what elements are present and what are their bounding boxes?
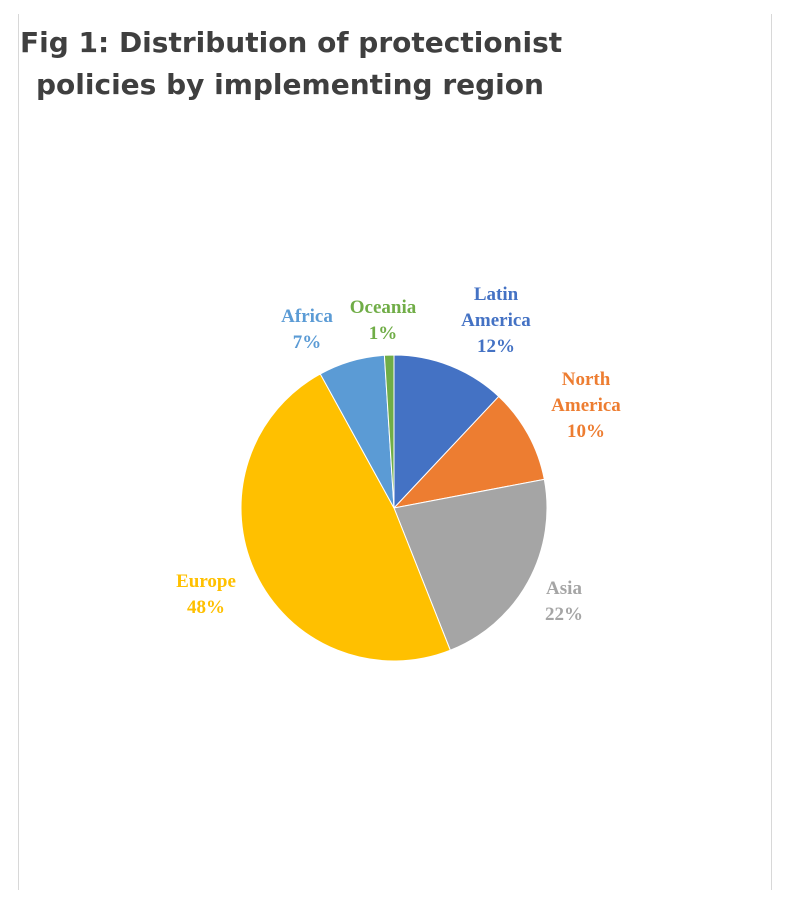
chart-title-line-1: Fig 1: Distribution of protectionist: [20, 26, 563, 59]
data-label-category: Latin: [474, 284, 519, 305]
data-label-europe: Europe 48%: [176, 571, 236, 618]
pie-slice-europe: [240, 373, 451, 662]
data-label-value: 22%: [545, 604, 583, 625]
data-label-value: 48%: [187, 597, 225, 618]
data-label-north-america: North America 10%: [551, 369, 621, 442]
data-label-category: Asia: [546, 578, 582, 599]
data-label-category: America: [461, 310, 531, 331]
data-label-category: America: [551, 395, 621, 416]
pie-slice-north-america: [392, 395, 545, 509]
data-label-oceania: Oceania 1%: [350, 297, 417, 344]
pie-labels: Latin America 12% North America 10% Asia 22% Eur…: [176, 284, 621, 625]
data-label-category: Europe: [176, 571, 236, 592]
data-label-category: North: [562, 369, 611, 390]
data-label-category: Africa: [281, 306, 333, 327]
data-label-value: 10%: [567, 421, 605, 442]
data-label-value: 12%: [477, 336, 515, 357]
chart-title-line-2: policies by implementing region: [36, 68, 544, 101]
chart-title: Fig 1: Distribution of protectionist pol…: [20, 22, 580, 106]
figure-frame: [18, 14, 772, 890]
data-label-category: Oceania: [350, 297, 417, 318]
pie-slice-latin-america: [393, 354, 500, 510]
data-label-asia: Asia 22%: [545, 578, 583, 625]
data-label-value: 1%: [369, 323, 398, 344]
pie-slice-oceania: [383, 354, 395, 509]
pie-slices: [240, 354, 548, 662]
data-label-africa: Africa 7%: [281, 306, 333, 353]
data-label-value: 7%: [293, 332, 322, 353]
data-label-latin-america: Latin America 12%: [461, 284, 531, 357]
pie-slice-asia: [393, 478, 548, 651]
